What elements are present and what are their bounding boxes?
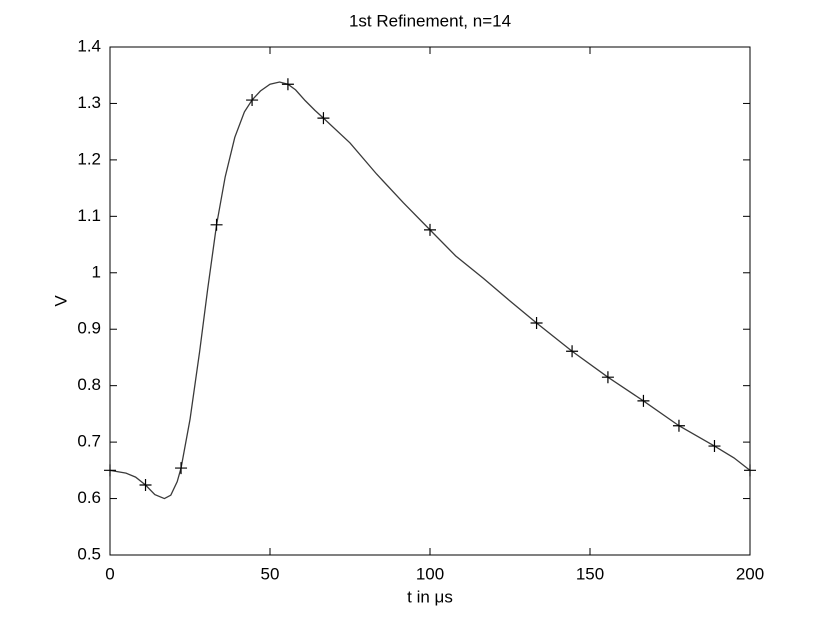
x-tick-label: 0 [105, 564, 114, 583]
x-tick-label: 150 [576, 564, 604, 583]
chart-title: 1st Refinement, n=14 [349, 11, 511, 30]
x-tick-label: 200 [736, 564, 764, 583]
y-tick-label: 0.7 [77, 432, 101, 451]
data-marker [637, 394, 650, 407]
x-tick-label: 100 [416, 564, 444, 583]
data-marker [317, 112, 330, 125]
data-line [109, 81, 751, 500]
y-axis-label: V [51, 295, 70, 307]
y-tick-label: 1.2 [77, 149, 101, 168]
data-marker [566, 345, 579, 358]
data-marker [672, 419, 685, 432]
y-tick-label: 0.6 [77, 488, 101, 507]
data-marker [530, 317, 543, 330]
data-marker [601, 371, 614, 384]
y-tick-label: 1.3 [77, 93, 101, 112]
data-marker [246, 94, 259, 107]
y-tick-label: 0.9 [77, 319, 101, 338]
data-marker [104, 464, 116, 477]
data-marker [281, 78, 294, 91]
data-marker [708, 440, 721, 453]
x-axis-label: t in μs [407, 587, 453, 606]
x-tick-label: 50 [261, 564, 280, 583]
data-marker [210, 218, 223, 231]
data-marker [744, 464, 756, 477]
y-tick-label: 0.5 [77, 544, 101, 563]
data-marker [175, 462, 188, 475]
data-marker [424, 223, 436, 236]
data-marker [139, 479, 152, 492]
y-tick-label: 1.1 [77, 206, 101, 225]
y-tick-label: 1.4 [77, 36, 101, 55]
y-tick-label: 0.8 [77, 375, 101, 394]
y-tick-label: 1 [92, 262, 101, 281]
